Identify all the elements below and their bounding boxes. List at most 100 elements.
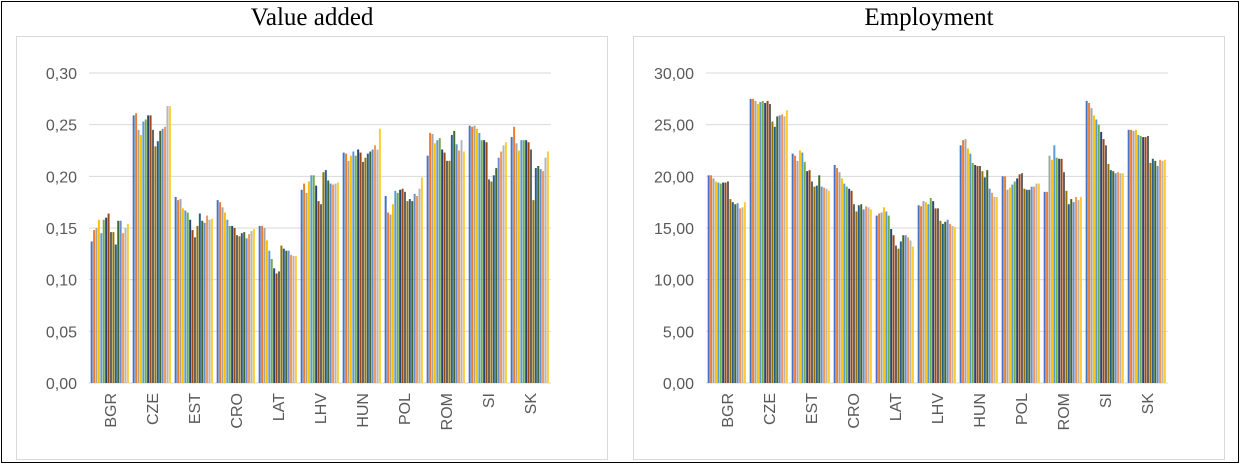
bar-est-6 [803, 161, 806, 383]
bar-est-13 [820, 186, 823, 383]
bar-cze-4 [139, 135, 142, 383]
bar-lat-1 [875, 215, 878, 383]
bar-si-3 [1090, 108, 1093, 383]
bar-est-9 [811, 181, 813, 383]
bar-lhv-5 [927, 204, 930, 383]
bar-lat-15 [292, 255, 295, 383]
x-tick-label-bgr: BGR [103, 393, 120, 428]
bar-si-12 [495, 168, 498, 383]
bar-bgr-7 [722, 182, 725, 383]
bar-sk-11 [534, 168, 537, 383]
bar-si-10 [1107, 163, 1110, 383]
bar-est-4 [181, 208, 184, 383]
bar-pol-15 [418, 188, 421, 383]
bar-sk-15 [1161, 160, 1164, 383]
bar-lat-9 [895, 245, 897, 383]
bar-hun-2 [962, 140, 965, 383]
bar-rom-9 [1063, 172, 1065, 383]
bar-si-14 [1117, 172, 1120, 383]
bar-rom-13 [455, 144, 458, 383]
bar-lhv-4 [924, 202, 927, 383]
bar-sk-7 [1142, 137, 1145, 383]
bar-hun-12 [369, 151, 372, 383]
bar-rom-11 [450, 135, 453, 383]
bar-rom-16 [1079, 197, 1082, 383]
bar-lat-4 [265, 240, 268, 383]
bar-lat-2 [261, 225, 264, 383]
bar-cze-8 [766, 100, 769, 384]
bar-cze-11 [156, 141, 159, 383]
bar-lat-14 [290, 254, 293, 383]
bar-cro-5 [843, 183, 846, 383]
bar-bgr-4 [97, 219, 100, 383]
bar-sk-12 [1154, 160, 1157, 383]
bar-pol-12 [1028, 189, 1031, 383]
bar-sk-10 [1149, 162, 1152, 383]
bar-est-14 [206, 215, 209, 383]
bar-cro-12 [860, 204, 863, 383]
bar-est-6 [186, 212, 189, 383]
bar-rom-10 [1065, 190, 1068, 383]
bar-hun-1 [342, 152, 345, 383]
bar-si-5 [1095, 119, 1098, 383]
bar-lhv-1 [917, 205, 920, 383]
bar-est-4 [798, 150, 801, 383]
bar-si-16 [1121, 173, 1124, 383]
bar-cze-13 [161, 128, 164, 383]
bar-est-7 [189, 219, 192, 383]
bar-si-6 [1097, 124, 1100, 384]
bar-si-10 [490, 181, 493, 383]
bar-est-10 [196, 225, 199, 383]
bar-sk-15 [544, 157, 547, 383]
bar-pol-10 [1023, 188, 1026, 383]
bar-cze-5 [759, 101, 762, 384]
bar-pol-13 [1030, 186, 1033, 383]
bar-cro-15 [867, 207, 870, 383]
bar-cro-13 [245, 238, 248, 383]
bar-sk-4 [517, 150, 520, 383]
bar-lhv-14 [949, 223, 952, 383]
bar-lat-13 [904, 235, 907, 383]
x-tick-label-si: SI [481, 393, 498, 408]
y-tick-label: 10,00 [654, 273, 694, 290]
bar-cro-15 [250, 231, 253, 383]
value-added-chart-svg: 0,00 0,05 0,10 0,15 0,20 0,25 0,30 BGR CZE EST CRO… [46, 66, 551, 430]
bar-cze-15 [166, 106, 169, 383]
bar-sk-10 [532, 200, 535, 383]
bar-bgr-13 [119, 220, 122, 383]
bar-pol-2 [387, 212, 390, 383]
bar-cro-14 [248, 234, 251, 383]
bar-rom-3 [1048, 155, 1051, 383]
x-tick-label-sk: SK [1140, 393, 1157, 415]
bar-lat-9 [278, 271, 280, 383]
bar-cze-15 [783, 116, 786, 384]
bar-si-11 [492, 175, 495, 383]
bar-lhv-14 [332, 184, 335, 383]
bar-sk-1 [1127, 129, 1130, 383]
bar-sk-3 [515, 143, 518, 383]
value-added-title: Value added [250, 4, 374, 31]
bar-pol-1 [1001, 176, 1004, 383]
bar-lat-10 [280, 245, 283, 383]
bar-hun-13 [371, 149, 374, 383]
bar-bgr-14 [739, 208, 742, 383]
bar-sk-16 [1163, 159, 1166, 383]
bar-pol-4 [1008, 187, 1011, 383]
bar-cze-12 [159, 130, 162, 383]
bar-hun-14 [374, 145, 377, 383]
bar-hun-4 [966, 148, 969, 383]
bar-cro-3 [838, 172, 841, 383]
bar-lhv-16 [953, 226, 956, 383]
bar-hun-16 [378, 128, 381, 383]
x-tick-label-cze: CZE [762, 393, 779, 425]
bar-lhv-1 [300, 189, 303, 383]
bar-bgr-3 [95, 228, 98, 383]
bar-rom-12 [453, 130, 456, 383]
bar-hun-14 [991, 192, 994, 383]
bar-sk-8 [1144, 137, 1147, 383]
bar-rom-4 [433, 143, 436, 383]
bar-cro-7 [231, 225, 234, 383]
bar-rom-11 [1067, 204, 1070, 383]
bar-hun-4 [349, 155, 352, 383]
